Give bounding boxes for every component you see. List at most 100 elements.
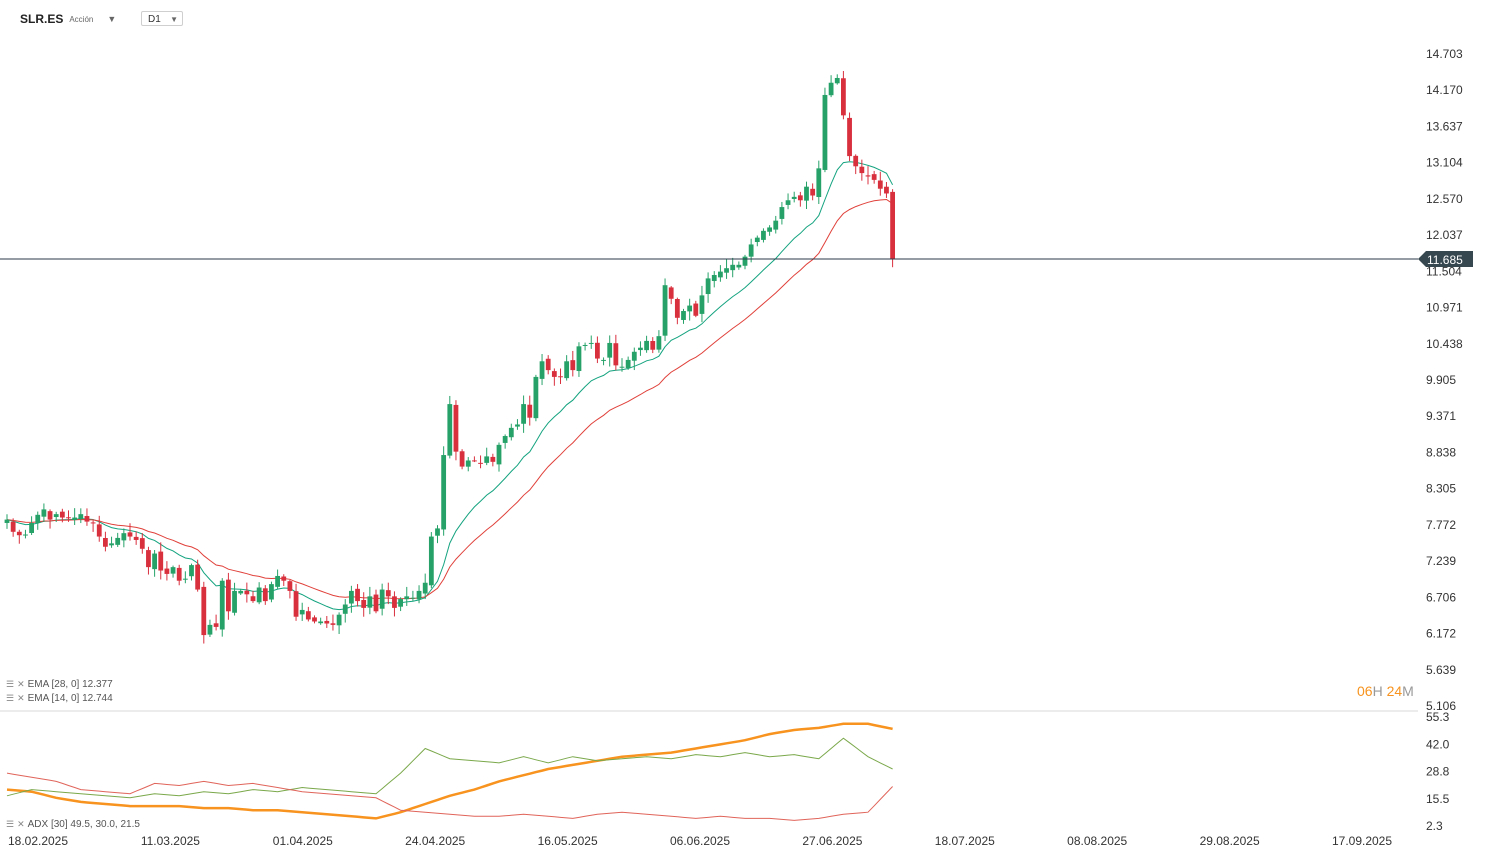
candle-body xyxy=(816,168,822,198)
instrument-header[interactable]: SLR.ES Acción ▼ xyxy=(20,10,116,28)
date-tick-label: 11.03.2025 xyxy=(141,834,200,848)
date-tick-label: 16.05.2025 xyxy=(538,834,598,848)
candle-body xyxy=(35,514,41,523)
candle-body xyxy=(109,543,114,546)
candle-body xyxy=(121,533,127,541)
legend-adx-label: ADX [30] 49.5, 30.0, 21.5 xyxy=(27,819,140,830)
candle-body xyxy=(398,599,403,607)
candle-body xyxy=(478,462,483,464)
candle-body xyxy=(275,575,280,587)
candle-body xyxy=(361,600,367,608)
candle-body xyxy=(681,311,686,320)
candle-body xyxy=(484,456,490,463)
date-tick-label: 18.07.2025 xyxy=(935,834,995,848)
lines-icon[interactable]: ☰ xyxy=(6,819,15,829)
date-tick-label: 24.04.2025 xyxy=(405,834,465,848)
caret-down-icon[interactable]: ▼ xyxy=(107,14,117,24)
candle-body xyxy=(508,427,514,438)
price-tick-label: 14.170 xyxy=(1426,83,1463,97)
candle-body xyxy=(219,580,225,630)
candle-body xyxy=(699,295,705,314)
candle-body xyxy=(404,596,410,600)
price-tick-label: 5.106 xyxy=(1426,699,1456,713)
candle-body xyxy=(47,511,53,520)
current-price-tag xyxy=(1418,251,1473,268)
candle-body xyxy=(318,621,324,624)
candle-body xyxy=(262,588,268,602)
legend-ema28[interactable]: ☰ ✕ EMA [28, 0] 12.377 xyxy=(6,679,113,690)
candle-body xyxy=(674,299,680,318)
candle-body xyxy=(644,340,649,351)
ema-28-line xyxy=(6,198,893,600)
candle-body xyxy=(650,340,656,350)
adx-tick-label: 42.0 xyxy=(1426,737,1450,751)
candle-body xyxy=(256,587,262,603)
candle-body xyxy=(305,611,311,620)
candle-body xyxy=(367,596,373,608)
candle-body xyxy=(373,594,379,612)
candle-body xyxy=(287,581,293,591)
close-icon[interactable]: ✕ xyxy=(17,693,25,703)
candle-body xyxy=(785,200,791,205)
candle-body xyxy=(238,590,244,594)
candle-body xyxy=(195,564,201,590)
candle-body xyxy=(176,567,182,581)
candle-body xyxy=(847,117,852,157)
candle-body xyxy=(539,361,545,379)
adx-line xyxy=(6,722,893,820)
price-axis: 14.703 14.170 13.637 13.104 12.570 12.037 11.5… xyxy=(1426,47,1463,833)
lines-icon[interactable]: ☰ xyxy=(6,679,15,689)
candle-body xyxy=(576,346,582,372)
candle-body xyxy=(170,567,176,574)
candle-body xyxy=(625,359,631,369)
candle-body xyxy=(96,524,102,537)
di-minus-line xyxy=(6,772,893,821)
ema-14-line xyxy=(6,161,894,611)
legend-adx[interactable]: ☰ ✕ ADX [30] 49.5, 30.0, 21.5 xyxy=(6,819,140,830)
candle-body xyxy=(631,351,637,361)
candle-body xyxy=(293,591,299,617)
candle-body xyxy=(299,609,305,615)
timeframe-select[interactable]: D1 ▼ xyxy=(141,11,183,26)
timer-minutes: 24 xyxy=(1386,683,1403,699)
adx-panel xyxy=(6,722,893,821)
candle-body xyxy=(570,360,576,371)
candle-body xyxy=(515,424,520,427)
candle-body xyxy=(146,550,151,568)
candle-body xyxy=(742,256,748,266)
candle-body xyxy=(330,623,336,625)
price-tick-label: 8.305 xyxy=(1426,482,1456,496)
candle-body xyxy=(4,519,10,523)
candle-body xyxy=(828,82,834,96)
timer-hours-unit: H xyxy=(1372,683,1383,699)
candle-body xyxy=(730,264,736,271)
close-icon[interactable]: ✕ xyxy=(17,679,25,689)
adx-tick-label: 15.5 xyxy=(1426,792,1450,806)
candle-body xyxy=(767,227,772,232)
candle-body xyxy=(379,589,385,609)
lines-icon[interactable]: ☰ xyxy=(6,693,15,703)
candle-body xyxy=(613,343,619,366)
candle-body xyxy=(588,342,594,344)
timer-minutes-unit: M xyxy=(1402,683,1414,699)
candle-body xyxy=(607,342,613,358)
candle-body xyxy=(619,366,625,368)
candle-body xyxy=(213,623,219,627)
current-price-label: 11.685 xyxy=(1427,253,1463,267)
candle-body xyxy=(865,175,871,177)
candle-body xyxy=(662,285,668,336)
symbol-label[interactable]: SLR.ES xyxy=(20,12,64,26)
candle-body xyxy=(859,166,865,174)
candle-body xyxy=(226,579,231,612)
candle-body xyxy=(890,191,895,260)
candle-body xyxy=(711,275,717,282)
price-tick-label: 8.838 xyxy=(1426,445,1456,459)
candle-body xyxy=(269,584,274,600)
candle-body xyxy=(164,568,170,574)
candle-body xyxy=(834,77,840,84)
close-icon[interactable]: ✕ xyxy=(17,819,25,829)
price-tick-label: 12.037 xyxy=(1426,228,1463,242)
candle-body xyxy=(736,264,742,268)
legend-ema14[interactable]: ☰ ✕ EMA [14, 0] 12.744 xyxy=(6,693,113,704)
